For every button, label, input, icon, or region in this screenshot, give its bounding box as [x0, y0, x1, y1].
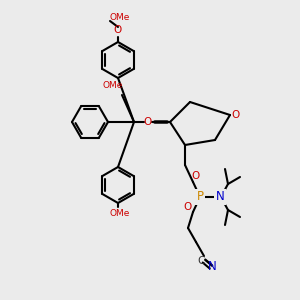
Text: OMe: OMe [103, 82, 123, 91]
Text: O: O [144, 117, 152, 127]
Text: OMe: OMe [110, 14, 130, 22]
Text: N: N [208, 260, 216, 272]
Text: P: P [196, 190, 203, 203]
Text: OMe: OMe [110, 209, 130, 218]
Text: O: O [232, 110, 240, 120]
Text: O: O [114, 25, 122, 35]
Text: N: N [216, 190, 224, 203]
Text: C: C [197, 256, 205, 266]
Text: O: O [191, 171, 199, 181]
Text: O: O [184, 202, 192, 212]
